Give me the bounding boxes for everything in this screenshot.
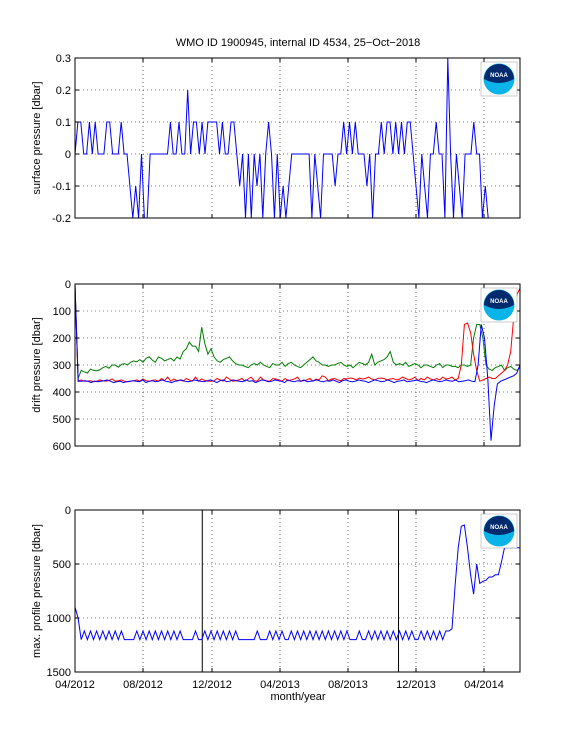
y-tick-label: 0 (65, 149, 71, 161)
series-line-red (74, 283, 521, 383)
logo-bird (484, 516, 514, 535)
x-tick-label: 12/2013 (396, 679, 436, 691)
y-axis-label: drift pressure [dbar] (31, 317, 43, 412)
series-line-blue (74, 283, 521, 441)
logo-text: NOAA (490, 525, 508, 531)
x-tick-label: 04/2013 (260, 679, 300, 691)
series-line-blue (74, 57, 520, 219)
y-tick-label: 100 (53, 306, 71, 318)
y-axis-label: surface pressure [dbar] (31, 81, 43, 194)
y-tick-label: 0.3 (56, 53, 71, 65)
logo-text: NOAA (490, 299, 508, 305)
y-tick-label: 0 (65, 279, 71, 291)
figure-title: WMO ID 1900945, internal ID 4534, 25−Oct… (176, 37, 421, 49)
y-tick-label: 500 (53, 559, 71, 571)
logo-bird (484, 290, 514, 309)
y-tick-label: 200 (53, 333, 71, 345)
x-tick-label: 04/2012 (55, 679, 95, 691)
y-tick-label: 0 (65, 505, 71, 517)
series-line-blue (74, 524, 520, 642)
logo-text: NOAA (490, 73, 508, 79)
y-tick-label: 1500 (47, 667, 71, 679)
y-tick-label: 400 (53, 387, 71, 399)
noaa-logo: NOAA (480, 61, 518, 97)
y-tick-label: 300 (53, 360, 71, 372)
noaa-logo: NOAA (480, 287, 518, 323)
axes-box (74, 57, 521, 219)
logo-bird (484, 64, 514, 83)
x-tick-label: 08/2012 (123, 679, 163, 691)
y-tick-label: 0.1 (56, 117, 71, 129)
series-line-green (74, 286, 521, 379)
y-tick-label: -0.2 (52, 213, 71, 225)
y-axis-label: max. profile pressure [dbar] (31, 524, 43, 658)
x-tick-label: 04/2014 (464, 679, 504, 691)
y-tick-label: 0.2 (56, 85, 71, 97)
y-tick-label: 600 (53, 441, 71, 453)
y-tick-label: -0.1 (52, 181, 71, 193)
x-axis-label: month/year (270, 691, 325, 703)
y-tick-label: 500 (53, 414, 71, 426)
x-tick-label: 08/2013 (328, 679, 368, 691)
noaa-logo: NOAA (480, 513, 518, 549)
axes-box (74, 509, 521, 673)
axes-box (74, 283, 521, 447)
x-tick-label: 12/2012 (192, 679, 232, 691)
y-tick-label: 1000 (47, 613, 71, 625)
